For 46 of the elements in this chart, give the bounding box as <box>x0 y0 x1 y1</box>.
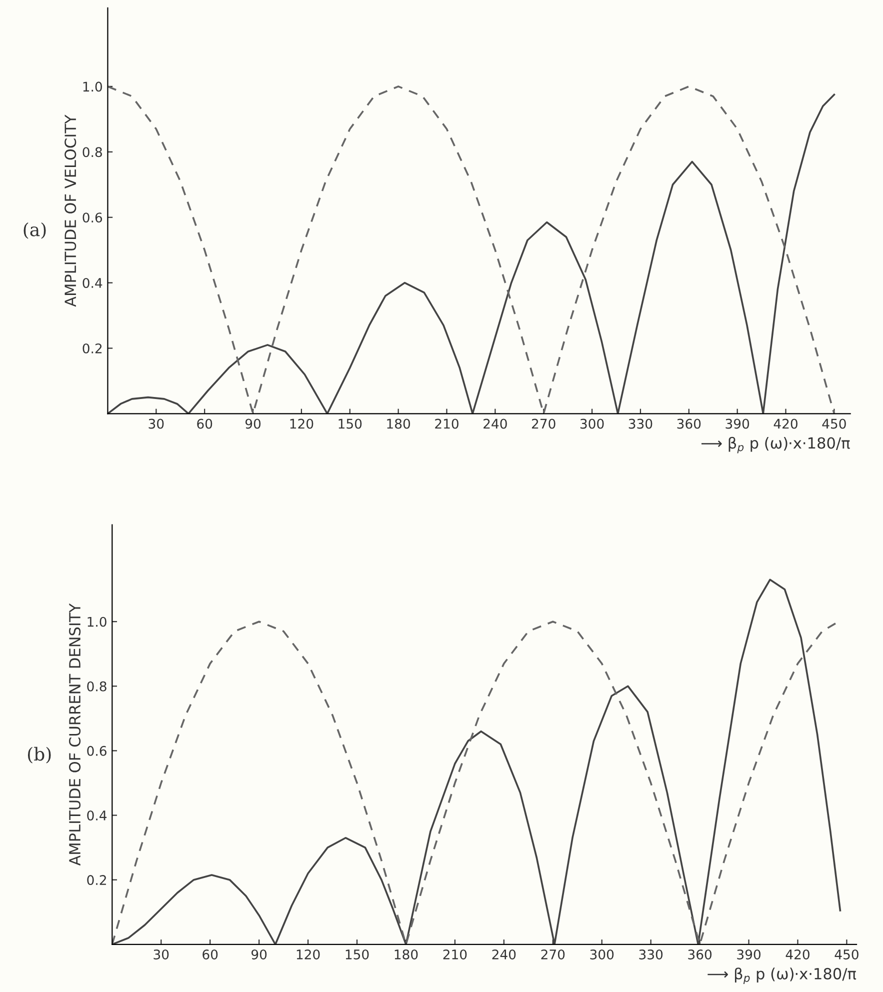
y-tick-label: 0.6 <box>87 746 106 756</box>
x-tick-label: 180 <box>394 949 418 960</box>
y-tick-label: 0.6 <box>82 212 102 223</box>
y-tick-label: 0.8 <box>87 681 106 692</box>
x-tick-label: 390 <box>726 418 750 429</box>
x-tick-label: 390 <box>737 949 760 960</box>
x-tick-label: 240 <box>484 418 507 429</box>
y-tick-label: 0.4 <box>87 810 107 820</box>
x-tick-label: 60 <box>197 418 212 429</box>
y-tick-label: 0.8 <box>82 147 102 158</box>
y-tick-label: 0.2 <box>87 875 106 886</box>
x-tick-label: 90 <box>245 418 261 429</box>
x-tick-label: 330 <box>628 418 652 429</box>
x-tick-label: 30 <box>148 418 164 429</box>
x-tick-label: 450 <box>834 949 858 960</box>
x-tick-label: 240 <box>492 949 516 960</box>
y-tick-label: 0.2 <box>82 343 102 354</box>
x-tick-label: 450 <box>822 418 846 429</box>
y-tick-label: 0.4 <box>82 278 102 288</box>
x-tick-label: 330 <box>639 949 663 960</box>
x-tick-label: 270 <box>532 418 556 429</box>
x-axis-title: ⟶ β$_{p}$ p (ω)·x·180/π <box>708 968 856 984</box>
x-tick-label: 300 <box>580 418 604 429</box>
x-tick-label: 60 <box>202 949 218 960</box>
x-tick-label: 360 <box>677 418 701 429</box>
text: (b) <box>28 746 51 764</box>
x-tick-label: 210 <box>435 418 458 429</box>
y-axis-title: AMPLITUDE OF VELOCITY <box>64 114 76 307</box>
x-tick-label: 270 <box>541 949 565 960</box>
y-tick-label: 1.0 <box>83 82 102 92</box>
text: (a) <box>24 222 46 239</box>
y-axis-title: AMPLITUDE OF CURRENT DENSITY <box>69 603 81 866</box>
x-tick-label: 210 <box>443 949 467 960</box>
x-tick-label: 150 <box>346 949 369 960</box>
x-tick-label: 420 <box>786 949 810 960</box>
x-tick-label: 420 <box>774 418 798 429</box>
y-tick-label: 1.0 <box>88 616 106 627</box>
x-tick-label: 120 <box>290 418 314 429</box>
x-tick-label: 30 <box>154 949 169 960</box>
x-axis-title: ⟶ β$_{p}$ p (ω)·x·180/π <box>701 436 850 454</box>
x-tick-label: 90 <box>251 949 267 960</box>
x-tick-label: 360 <box>688 949 712 960</box>
x-tick-label: 180 <box>387 418 410 429</box>
x-tick-label: 300 <box>590 949 614 960</box>
x-tick-label: 120 <box>296 949 320 960</box>
x-tick-label: 150 <box>338 418 362 429</box>
